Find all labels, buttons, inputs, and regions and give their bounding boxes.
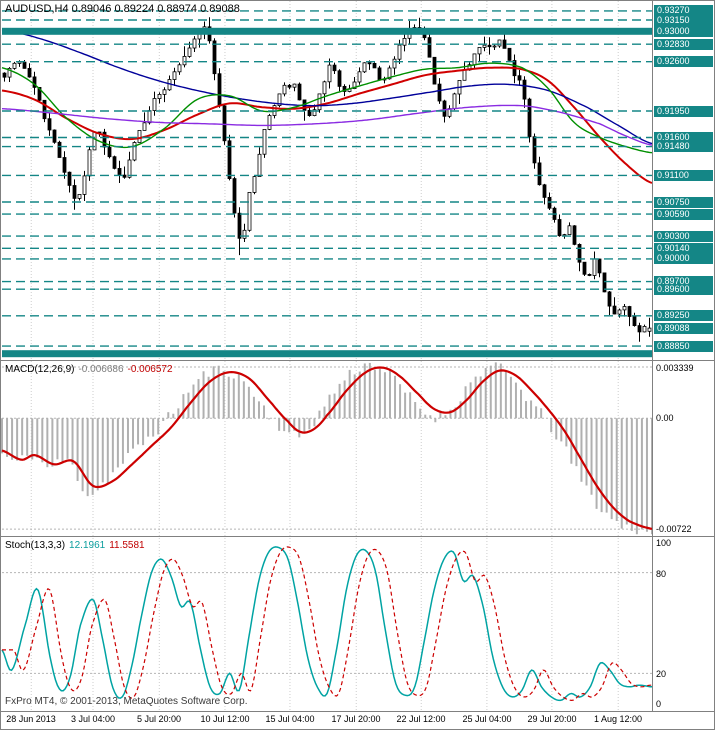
stoch-scale-0: 0: [656, 699, 662, 709]
macd-scale-max: 0.003339: [656, 363, 694, 373]
macd-scale-min: -0.00722: [656, 524, 692, 534]
stoch-scale-20: 20: [656, 669, 667, 679]
macd-scale-zero: 0.00: [656, 413, 674, 423]
current-price-label: 0.89088: [654, 322, 713, 334]
stoch-scale-100: 100: [656, 538, 672, 548]
stoch-scale-80: 80: [656, 569, 667, 579]
